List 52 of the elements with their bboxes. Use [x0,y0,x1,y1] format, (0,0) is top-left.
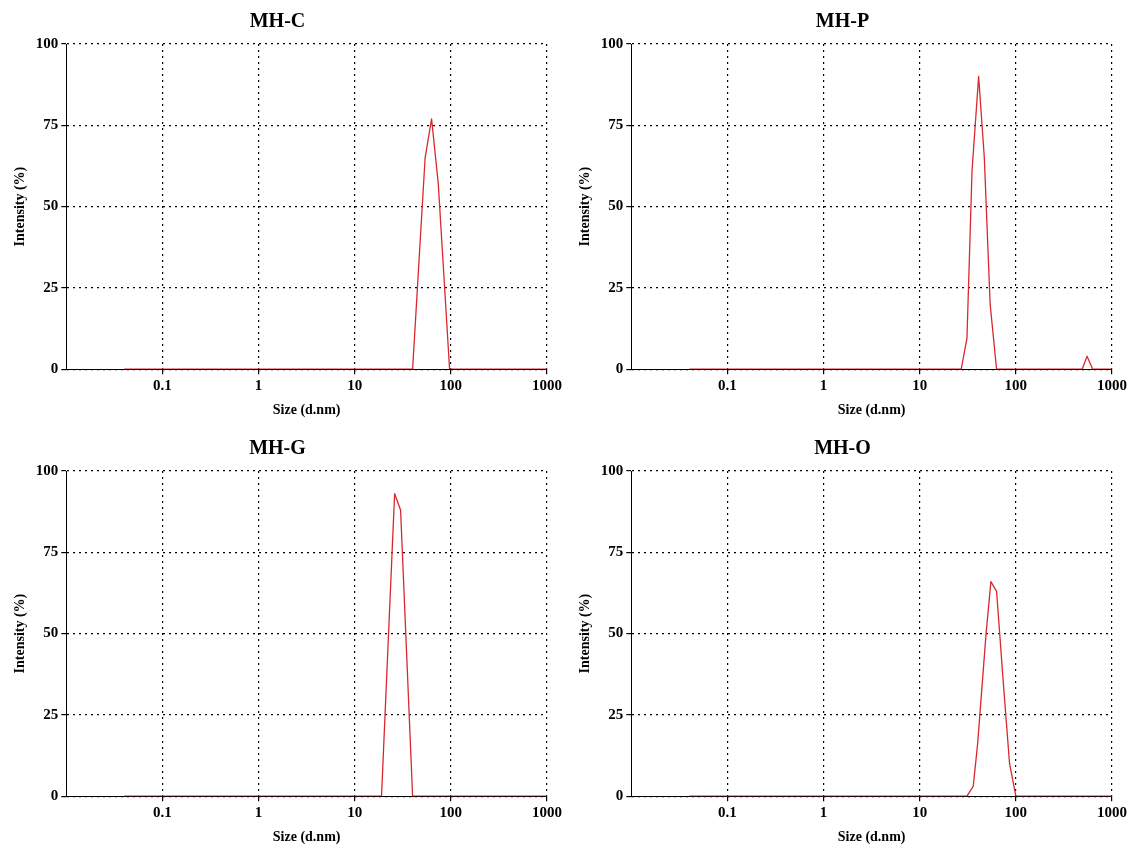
y-tick-label: 50 [43,624,59,641]
y-tick-label: 100 [35,34,59,51]
x-axis-title: Size (d.nm) [272,402,341,419]
y-axis-title: Intensity (%) [577,166,594,247]
y-tick-label: 50 [43,197,59,214]
x-tick-label: 10 [912,804,928,821]
y-tick-label: 100 [35,461,59,478]
y-tick-label: 75 [43,543,59,560]
y-axis-title: Intensity (%) [577,593,594,674]
x-tick-label: 0.1 [718,377,737,394]
chart-title: MH-G [249,436,307,459]
y-tick-label: 25 [43,278,59,295]
x-tick-label: 100 [1004,377,1028,394]
x-tick-label: 1000 [1097,804,1127,821]
y-tick-label: 0 [615,360,624,377]
x-tick-label: 0.1 [153,804,172,821]
y-tick-label: 75 [43,116,59,133]
x-tick-label: 1000 [1097,377,1127,394]
y-tick-label: 75 [608,116,624,133]
x-tick-label: 1000 [532,377,562,394]
y-tick-label: 25 [43,705,59,722]
y-tick-label: 50 [608,624,624,641]
y-tick-label: 0 [50,787,59,804]
x-tick-label: 100 [1004,804,1028,821]
chart-title: MH-P [815,9,870,32]
x-tick-label: 100 [439,804,463,821]
chart-title: MH-O [814,436,871,459]
x-tick-label: 0.1 [153,377,172,394]
x-tick-label: 1000 [532,804,562,821]
y-tick-label: 25 [608,705,624,722]
x-tick-label: 10 [912,377,928,394]
x-tick-label: 1 [819,804,828,821]
y-tick-label: 0 [50,360,59,377]
x-axis-title: Size (d.nm) [272,829,341,846]
y-tick-label: 100 [600,461,624,478]
x-tick-label: 100 [439,377,463,394]
x-tick-label: 1 [819,377,828,394]
x-tick-label: 10 [347,804,363,821]
y-axis-title: Intensity (%) [12,593,29,674]
y-tick-label: 50 [608,197,624,214]
x-axis-title: Size (d.nm) [837,402,906,419]
y-tick-label: 0 [615,787,624,804]
y-axis-title: Intensity (%) [12,166,29,247]
y-tick-label: 100 [600,34,624,51]
x-tick-label: 1 [254,804,263,821]
y-tick-label: 25 [608,278,624,295]
y-tick-label: 75 [608,543,624,560]
x-tick-label: 0.1 [718,804,737,821]
x-tick-label: 1 [254,377,263,394]
x-tick-label: 10 [347,377,363,394]
x-axis-title: Size (d.nm) [837,829,906,846]
chart-title: MH-C [249,9,306,32]
